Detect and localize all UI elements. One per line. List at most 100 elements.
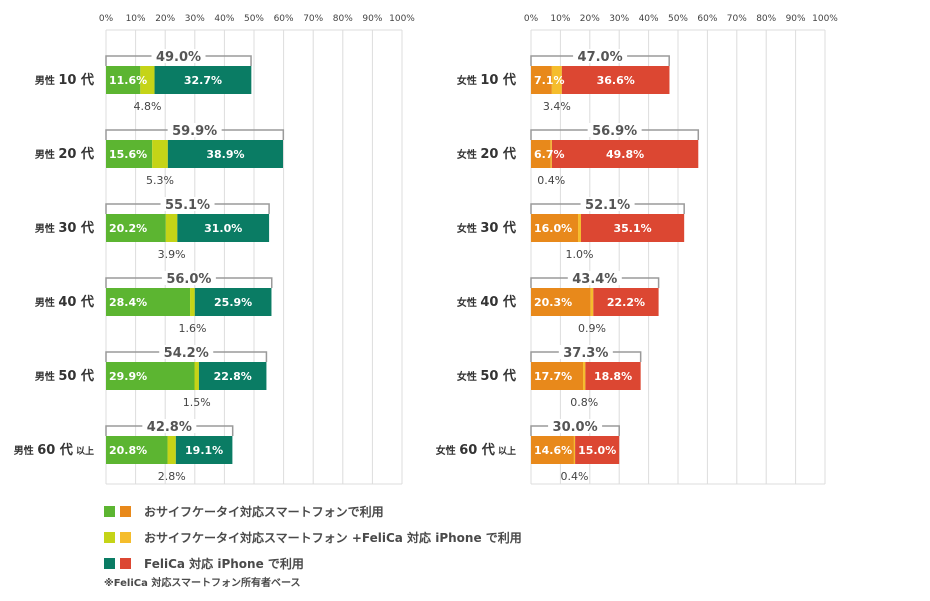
data-label-segment-2: 3.9% <box>158 248 186 261</box>
data-label-segment-1: 6.7% <box>534 148 565 161</box>
data-label-segment-1: 20.8% <box>109 444 147 457</box>
x-tick-label: 30% <box>609 14 629 24</box>
bar-segment <box>106 66 141 94</box>
data-label-segment-1: 28.4% <box>109 296 147 309</box>
data-label-segment-1: 14.6% <box>534 444 572 457</box>
legend-swatch-male <box>104 505 115 517</box>
data-label-segment-1: 7.1% <box>534 74 565 87</box>
data-label-segment-1: 17.7% <box>534 370 572 383</box>
legend-item-iphone: FeliCa 対応 iPhone で利用 <box>104 550 522 576</box>
x-tick-label: 100% <box>812 14 838 24</box>
bar-segment <box>531 288 591 316</box>
data-label-segment-3: 35.1% <box>613 222 651 235</box>
legend-swatch-male <box>104 557 115 569</box>
bar-segment <box>585 362 641 390</box>
bar-segment <box>140 66 155 94</box>
bar-segment <box>106 436 168 464</box>
total-label: 37.3% <box>563 346 608 361</box>
bar-segment <box>177 214 270 242</box>
legend-swatch-male <box>104 531 115 543</box>
category-label: 女性 40 代 <box>457 294 516 310</box>
x-tick-label: 80% <box>756 14 776 24</box>
bar-segment <box>154 66 252 94</box>
bar-segment <box>167 140 284 168</box>
bar-segment <box>590 288 594 316</box>
x-tick-label: 30% <box>185 14 205 24</box>
footnote: ※FeliCa 対応スマートフォン所有者ベース <box>104 578 301 589</box>
bar-segment <box>194 362 199 390</box>
x-tick-label: 50% <box>244 14 264 24</box>
bar-segment <box>190 288 195 316</box>
legend-swatch-female <box>120 505 131 517</box>
legend-swatch-female <box>120 531 131 543</box>
category-label: 男性 30 代 <box>35 220 94 236</box>
data-label-segment-1: 20.3% <box>534 296 572 309</box>
bar-segment <box>152 140 168 168</box>
total-label: 42.8% <box>147 420 192 435</box>
legend: おサイフケータイ対応スマートフォンで利用 おサイフケータイ対応スマートフォン +… <box>104 498 522 576</box>
total-label-bg <box>161 271 216 285</box>
total-label: 47.0% <box>578 50 623 65</box>
total-label: 49.0% <box>156 50 201 65</box>
total-label: 52.1% <box>585 198 630 213</box>
category-label: 男性 40 代 <box>35 294 94 310</box>
total-label-bg <box>167 123 222 137</box>
category-label: 女性 50 代 <box>457 368 516 384</box>
data-label-segment-3: 38.9% <box>206 148 244 161</box>
total-label-bg <box>580 197 635 211</box>
total-label-bg <box>159 345 214 359</box>
total-label-bg <box>142 419 197 433</box>
data-label-segment-3: 19.1% <box>185 444 223 457</box>
data-label-segment-1: 29.9% <box>109 370 147 383</box>
bar-segment <box>531 362 584 390</box>
bar-segment <box>578 214 581 242</box>
bar-segment <box>165 214 178 242</box>
bar-segment <box>583 362 586 390</box>
x-tick-label: 0% <box>524 14 539 24</box>
bar-segment <box>106 288 191 316</box>
data-label-segment-3: 32.7% <box>184 74 222 87</box>
data-label-segment-3: 22.8% <box>214 370 252 383</box>
x-tick-label: 20% <box>580 14 600 24</box>
total-label-bg <box>567 271 622 285</box>
x-tick-label: 100% <box>389 14 415 24</box>
data-label-segment-3: 49.8% <box>606 148 644 161</box>
category-label: 男性 10 代 <box>35 72 94 88</box>
bar-segment <box>573 436 576 464</box>
data-label-segment-2: 2.8% <box>158 470 186 483</box>
data-label-segment-3: 36.6% <box>597 74 635 87</box>
legend-item-both: おサイフケータイ対応スマートフォン +FeliCa 対応 iPhone で利用 <box>104 524 522 550</box>
bar-segment <box>106 140 153 168</box>
chart-canvas: 0% 10% 20% 30% 40% 50% 60% 70% 80% 90% 100% 男性 10 代… <box>14 14 838 485</box>
x-tick-label: 10% <box>550 14 570 24</box>
total-label: 56.0% <box>166 272 211 287</box>
bar-segment <box>106 362 195 390</box>
bar-segment <box>198 362 267 390</box>
bar-segment <box>106 214 166 242</box>
data-label-segment-1: 11.6% <box>109 74 147 87</box>
total-label: 54.2% <box>164 346 209 361</box>
category-label: 男性 60 代 以上 <box>14 442 94 458</box>
x-tick-label: 20% <box>155 14 175 24</box>
x-tick-label: 50% <box>668 14 688 24</box>
legend-swatch-female <box>120 557 131 569</box>
total-label-bg <box>558 345 613 359</box>
bar-segment <box>593 288 659 316</box>
total-label: 59.9% <box>172 124 217 139</box>
category-label: 女性 30 代 <box>457 220 516 236</box>
category-label: 女性 60 代 以上 <box>436 442 516 458</box>
bar-segment <box>194 288 272 316</box>
legend-item-osaifu: おサイフケータイ対応スマートフォンで利用 <box>104 498 522 524</box>
x-tick-label: 40% <box>639 14 659 24</box>
category-label: 女性 10 代 <box>457 72 516 88</box>
bar-segment <box>167 436 176 464</box>
bar-segment <box>580 214 685 242</box>
bar-segment <box>531 66 552 94</box>
total-label-bg <box>587 123 642 137</box>
data-label-segment-3: 25.9% <box>214 296 252 309</box>
bar-segment <box>175 436 233 464</box>
data-label-segment-2: 1.5% <box>183 396 211 409</box>
legend-label-both: おサイフケータイ対応スマートフォン +FeliCa 対応 iPhone で利用 <box>144 530 522 545</box>
data-label-segment-2: 0.8% <box>570 396 598 409</box>
